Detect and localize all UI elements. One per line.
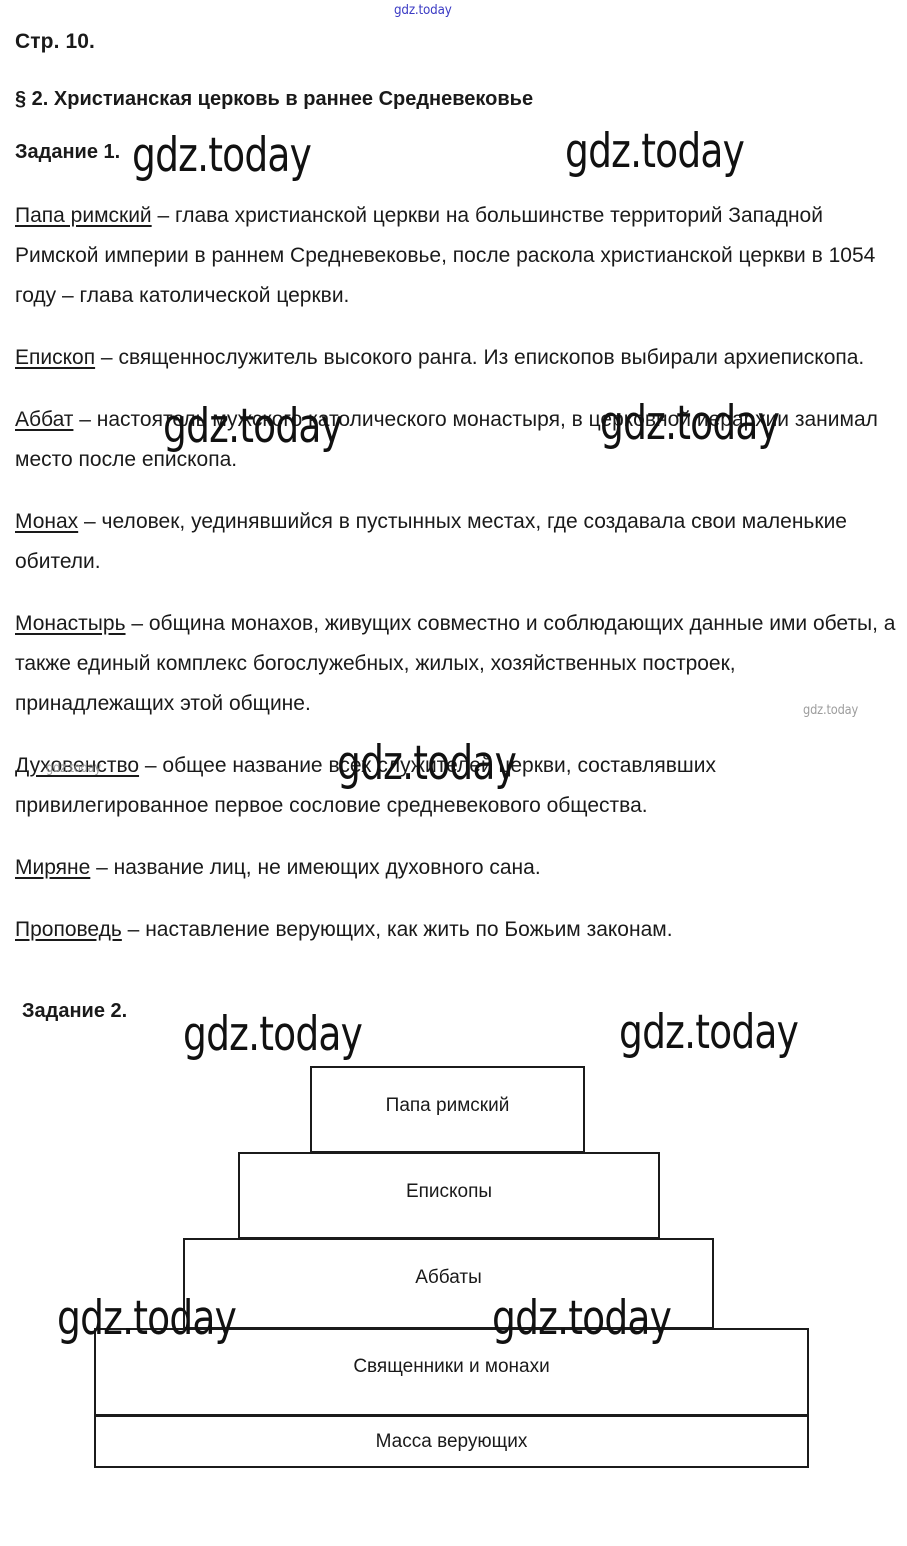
terms-list: Папа римский – глава христианской церкви… [15, 196, 899, 950]
section-title: § 2. Христианская церковь в раннее Средн… [15, 88, 534, 110]
term-definition: – настоятель мужского католического мона… [15, 408, 878, 471]
term-definition: – священнослужитель высокого ранга. Из е… [95, 346, 865, 369]
watermark-large: gdz.today [565, 124, 745, 179]
term-definition: – глава христианской церкви на большинст… [15, 204, 876, 307]
term-definition: – общее название всех служителей церкви,… [15, 754, 716, 817]
watermark-large: gdz.today [619, 1005, 799, 1060]
term-word: Проповедь [15, 918, 122, 941]
pyramid-level-pope: Папа римский [310, 1066, 585, 1153]
term-word: Монастырь [15, 612, 126, 635]
pyramid-level-abbots: Аббаты [183, 1238, 714, 1329]
watermark-large: gdz.today [183, 1007, 363, 1062]
term-entry: Духовенство – общее название всех служит… [15, 746, 899, 826]
pyramid-level-label: Масса верующих [375, 1431, 528, 1452]
page-reference: Стр. 10. [15, 30, 95, 53]
term-entry: Монастырь – община монахов, живущих совм… [15, 604, 899, 724]
pyramid-level-label: Аббаты [415, 1267, 482, 1288]
term-entry: Проповедь – наставление верующих, как жи… [15, 910, 899, 950]
pyramid-level-priests-and-monks: Священники и монахи [94, 1328, 809, 1416]
watermark-top: gdz.today [394, 3, 452, 18]
term-entry: Миряне – название лиц, не имеющих духовн… [15, 848, 899, 888]
pyramid-level-believers: Масса верующих [94, 1415, 809, 1468]
term-definition: – наставление верующих, как жить по Божь… [121, 918, 673, 941]
pyramid-level-label: Епископы [405, 1181, 493, 1202]
term-entry: Монах – человек, уединявшийся в пустынны… [15, 502, 899, 582]
term-definition: – название лиц, не имеющих духовного сан… [90, 856, 541, 879]
term-entry: Папа римский – глава христианской церкви… [15, 196, 899, 316]
task-1-label: Задание 1. [15, 141, 121, 163]
task-2-label: Задание 2. [22, 1000, 128, 1022]
term-word: Духовенство [15, 754, 140, 777]
watermark-large: gdz.today [132, 128, 312, 183]
term-definition: – человек, уединявшийся в пустынных мест… [15, 510, 847, 573]
term-entry: Аббат – настоятель мужского католическог… [15, 400, 899, 480]
watermark-large: gdz.today [57, 1291, 237, 1346]
pyramid-level-bishops: Епископы [238, 1152, 660, 1239]
term-word: Миряне [15, 856, 91, 879]
term-word: Аббат [15, 408, 74, 431]
term-definition: – община монахов, живущих совместно и со… [15, 612, 896, 715]
term-word: Папа римский [15, 204, 152, 227]
term-word: Епископ [15, 346, 96, 369]
pyramid-level-label: Священники и монахи [353, 1356, 550, 1377]
watermark-large: gdz.today [492, 1291, 672, 1346]
pyramid-level-label: Папа римский [385, 1095, 510, 1116]
term-entry: Епископ – священнослужитель высокого ран… [15, 338, 899, 378]
term-word: Монах [15, 510, 79, 533]
